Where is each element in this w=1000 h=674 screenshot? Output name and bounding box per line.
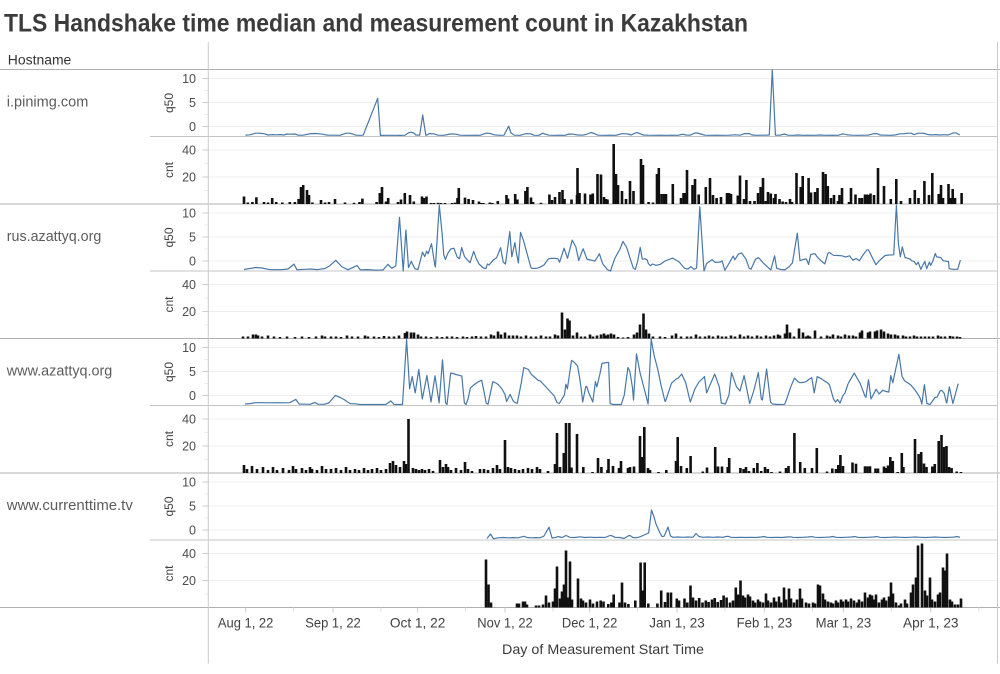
svg-text:Aug 1, 22: Aug 1, 22 bbox=[218, 615, 274, 631]
svg-text:q50: q50 bbox=[162, 93, 176, 113]
svg-text:Hostname: Hostname bbox=[8, 52, 71, 67]
svg-text:Oct 1, 22: Oct 1, 22 bbox=[390, 615, 446, 631]
svg-text:cnt: cnt bbox=[162, 430, 176, 447]
svg-text:10: 10 bbox=[182, 341, 196, 355]
svg-text:40: 40 bbox=[182, 547, 196, 561]
svg-text:TLS Handshake time median and: TLS Handshake time median and measuremen… bbox=[4, 10, 748, 38]
svg-text:q50: q50 bbox=[162, 227, 176, 247]
svg-text:Mar 1, 23: Mar 1, 23 bbox=[816, 615, 872, 631]
svg-text:www.azattyq.org: www.azattyq.org bbox=[6, 363, 112, 380]
svg-text:20: 20 bbox=[182, 305, 196, 319]
svg-text:40: 40 bbox=[182, 412, 196, 426]
svg-text:cnt: cnt bbox=[162, 161, 176, 178]
svg-text:10: 10 bbox=[182, 475, 196, 489]
svg-text:Nov 1, 22: Nov 1, 22 bbox=[477, 615, 533, 631]
svg-text:Day of Measurement Start Time: Day of Measurement Start Time bbox=[502, 641, 704, 657]
svg-text:Sep 1, 22: Sep 1, 22 bbox=[305, 615, 361, 631]
svg-text:0: 0 bbox=[189, 389, 196, 403]
svg-text:20: 20 bbox=[182, 574, 196, 588]
svg-text:q50: q50 bbox=[162, 496, 176, 516]
svg-text:0: 0 bbox=[189, 523, 196, 537]
svg-text:5: 5 bbox=[189, 365, 196, 379]
svg-text:Jan 1, 23: Jan 1, 23 bbox=[649, 615, 705, 631]
svg-text:www.currenttime.tv: www.currenttime.tv bbox=[6, 497, 133, 514]
svg-text:0: 0 bbox=[189, 254, 196, 268]
svg-text:q50: q50 bbox=[162, 362, 176, 382]
svg-text:i.pinimg.com: i.pinimg.com bbox=[7, 94, 89, 111]
svg-text:5: 5 bbox=[189, 230, 196, 244]
svg-text:Dec 1, 22: Dec 1, 22 bbox=[562, 615, 618, 631]
svg-text:20: 20 bbox=[182, 439, 196, 453]
svg-text:5: 5 bbox=[189, 96, 196, 110]
svg-text:40: 40 bbox=[182, 278, 196, 292]
svg-text:20: 20 bbox=[182, 170, 196, 184]
svg-text:rus.azattyq.org: rus.azattyq.org bbox=[7, 228, 102, 245]
svg-text:cnt: cnt bbox=[162, 565, 176, 582]
svg-text:5: 5 bbox=[189, 499, 196, 513]
svg-text:10: 10 bbox=[182, 206, 196, 220]
svg-text:10: 10 bbox=[182, 72, 196, 86]
svg-text:Feb 1, 23: Feb 1, 23 bbox=[737, 615, 793, 631]
svg-text:0: 0 bbox=[189, 120, 196, 134]
svg-text:cnt: cnt bbox=[162, 296, 176, 313]
svg-text:40: 40 bbox=[182, 143, 196, 157]
svg-text:Apr 1, 23: Apr 1, 23 bbox=[903, 615, 959, 631]
